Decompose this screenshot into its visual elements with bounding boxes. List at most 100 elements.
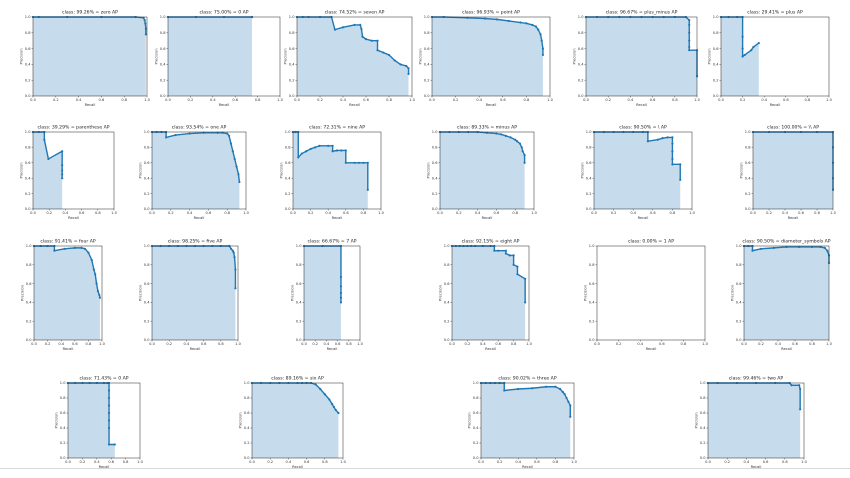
pr-point xyxy=(113,443,116,446)
plot-frame xyxy=(151,131,247,210)
pr-point xyxy=(751,249,754,252)
x-tick-label: 0.0 xyxy=(583,98,589,102)
y-tick-label: 0.4 xyxy=(285,176,291,180)
pr-chart-0: class: 99.26% = zero AP 0.00.0 0.2 0.2 0.4 0.… xyxy=(20,10,151,107)
y-tick-label: 0.8 xyxy=(60,396,66,400)
chart-title: class: 92.15% = eight AP xyxy=(462,239,520,245)
pr-point xyxy=(313,146,317,149)
y-tick-label: 0.0 xyxy=(713,94,719,98)
pr-point xyxy=(376,49,379,52)
y-tick-label: 0.8 xyxy=(473,396,479,400)
x-tick-label: 0.4 xyxy=(325,211,331,215)
x-axis-label: Recall xyxy=(332,216,343,220)
chart-title: class: 0.00% = 1 AP xyxy=(628,239,674,245)
y-axis-label: Precision xyxy=(20,162,24,178)
pr-point xyxy=(523,161,526,164)
y-tick-label: 0.0 xyxy=(424,94,430,98)
x-tick-label: 0.8 xyxy=(670,211,676,215)
x-axis-label: Recall xyxy=(486,103,497,107)
x-tick-label: 1.0 xyxy=(144,98,150,102)
y-tick-label: 1.0 xyxy=(244,381,250,385)
pr-chart-15: class: 92.15% = eight AP 0.00.0 0.2 0.2 0.4 0… xyxy=(439,239,533,351)
y-tick-label: 1.0 xyxy=(432,130,438,134)
y-tick-label: 1.0 xyxy=(144,130,150,134)
x-tick-label: 0.2 xyxy=(453,98,459,102)
x-tick-label: 0.4 xyxy=(628,98,634,102)
y-tick-label: 0.6 xyxy=(296,282,302,286)
y-tick-label: 1.0 xyxy=(713,15,719,19)
x-tick-label: 0.4 xyxy=(324,342,330,346)
plot-frame xyxy=(251,382,344,459)
y-tick-label: 1.0 xyxy=(296,244,302,248)
pr-point xyxy=(512,254,515,257)
pr-point xyxy=(646,140,649,143)
x-tick-label: 1.0 xyxy=(801,460,807,464)
pr-point xyxy=(188,132,191,135)
y-tick-label: 0.2 xyxy=(244,441,250,445)
pr-point xyxy=(319,387,322,391)
x-tick-label: 0.2 xyxy=(80,460,86,464)
pr-point xyxy=(94,273,97,276)
pr-point xyxy=(107,443,111,446)
x-tick-label: 1.0 xyxy=(277,98,283,102)
y-tick-label: 0.4 xyxy=(713,63,719,67)
y-tick-label: 0.6 xyxy=(25,47,31,51)
y-tick-label: 0.4 xyxy=(160,63,166,67)
y-tick-label: 0.4 xyxy=(60,426,66,430)
pr-point xyxy=(327,144,330,147)
pr-chart-4: class: 96.67% = plus_minus AP 0.00.0 0.2 0.… xyxy=(573,10,701,107)
pr-point xyxy=(226,132,229,135)
y-tick-label: 1.0 xyxy=(25,130,31,134)
y-tick-label: 0.2 xyxy=(713,78,719,82)
y-tick-label: 0.4 xyxy=(700,426,706,430)
x-tick-label: 1.0 xyxy=(531,211,537,215)
chart-title: class: 39.29% = parenthese AP xyxy=(37,125,109,131)
pr-point xyxy=(509,136,512,139)
x-tick-label: 1.0 xyxy=(137,460,143,464)
chart-title: class: 90.02% = three AP xyxy=(498,376,556,382)
x-axis-label: Recall xyxy=(482,216,493,220)
y-tick-label: 0.4 xyxy=(444,301,450,305)
pr-point xyxy=(819,245,822,249)
y-axis-label: Precision xyxy=(21,285,25,301)
pr-point xyxy=(495,18,498,21)
pr-point xyxy=(96,290,100,293)
y-tick-label: 0.4 xyxy=(432,176,438,180)
pr-chart-19: class: 89.16% = six AP 0.00.0 0.2 0.2 0.4 0.4… xyxy=(239,376,347,469)
x-tick-label: 0.8 xyxy=(121,98,127,102)
y-axis-label: Precision xyxy=(419,48,423,64)
x-tick-label: 1.0 xyxy=(702,342,708,346)
pr-chart-3: class: 96.93% = point AP 0.00.0 0.2 0.2 0.4 0… xyxy=(419,10,554,107)
y-tick-label: 0.2 xyxy=(589,319,595,323)
y-tick-label: 0.8 xyxy=(244,396,250,400)
plot-frame xyxy=(32,131,115,210)
pr-point xyxy=(83,247,87,250)
y-tick-label: 0.2 xyxy=(144,192,150,196)
y-tick-label: 0.8 xyxy=(736,263,742,267)
y-tick-label: 0.0 xyxy=(578,94,584,98)
x-tick-label: 0.4 xyxy=(184,342,190,346)
chart-title: class: 96.67% = plus_minus AP xyxy=(606,10,678,16)
pr-point xyxy=(688,23,691,26)
plot-frame xyxy=(67,382,141,459)
y-tick-label: 0.4 xyxy=(745,176,751,180)
pr-area xyxy=(34,246,100,340)
x-tick-label: 0.8 xyxy=(255,98,261,102)
pr-chart-18: class: 71.43% = 0 AP 0.00.0 0.2 0.2 0.4 0.4 0.… xyxy=(55,376,144,469)
y-tick-label: 0.8 xyxy=(25,146,31,150)
pr-point xyxy=(518,142,521,145)
y-tick-label: 0.2 xyxy=(289,78,295,82)
plot-frame xyxy=(303,245,361,341)
x-axis-label: Recall xyxy=(485,347,496,351)
x-tick-label: 0.6 xyxy=(495,342,501,346)
x-axis-label: Recall xyxy=(788,216,799,220)
y-tick-label: 0.6 xyxy=(745,161,751,165)
pr-point xyxy=(61,169,64,172)
pr-point xyxy=(541,53,545,57)
y-tick-label: 1.0 xyxy=(289,15,295,19)
y-tick-label: 0.4 xyxy=(144,176,150,180)
pr-area xyxy=(440,132,525,209)
chart-title: class: 89.33% = minus AP xyxy=(457,125,517,131)
pr-point xyxy=(785,245,788,249)
x-tick-label: 0.2 xyxy=(267,460,273,464)
